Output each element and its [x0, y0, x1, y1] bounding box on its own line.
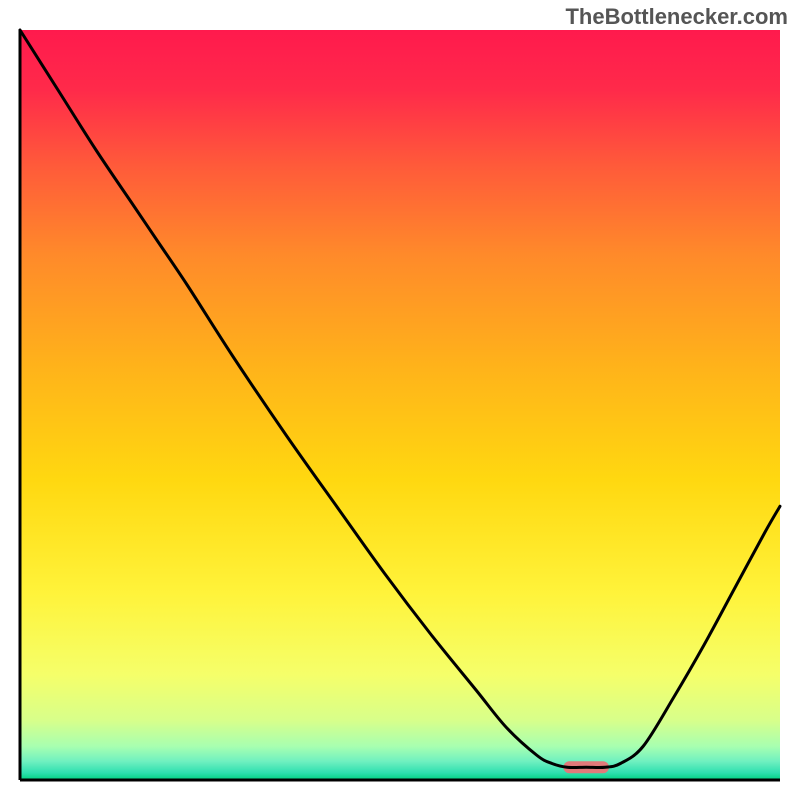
chart-container: { "watermark": { "text": "TheBottlenecke…: [0, 0, 800, 800]
bottleneck-chart: [0, 0, 800, 800]
gradient-background: [20, 30, 780, 780]
watermark-text: TheBottlenecker.com: [565, 4, 788, 30]
